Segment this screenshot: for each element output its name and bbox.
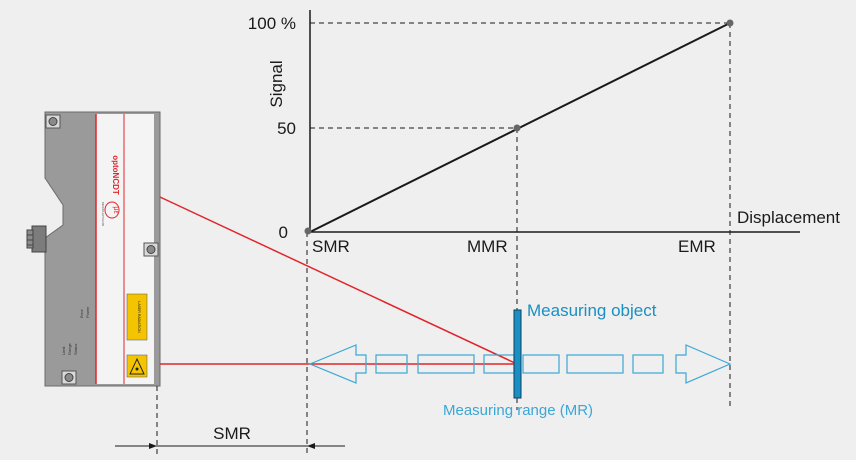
svg-text:Power: Power <box>85 306 90 318</box>
y-tick-0: 0 <box>279 223 288 242</box>
laser-sensor: optoNCDT με MICRO-EPSILON Power Error St… <box>26 111 161 387</box>
x-axis-title: Displacement <box>737 208 840 227</box>
brand-name: optoNCDT <box>111 155 120 195</box>
svg-text:Range: Range <box>67 342 72 355</box>
laser-warning-label-icon: LASER RADIATION <box>126 293 148 341</box>
measuring-object <box>513 309 522 399</box>
x-tick-smr: SMR <box>312 237 350 256</box>
smr-offset-label: SMR <box>213 424 251 443</box>
arrow-segment <box>417 354 475 374</box>
measuring-range-label: Measuring range (MR) <box>443 402 593 419</box>
arrow-right-head <box>675 344 732 384</box>
data-point-smr <box>304 227 312 235</box>
micro-epsilon-logo-icon: με MICRO-EPSILON <box>101 201 120 226</box>
mounting-hole-icon <box>61 370 77 385</box>
measuring-range-arrow <box>308 344 732 384</box>
data-point-emr <box>726 19 734 27</box>
data-point-mmr <box>513 124 521 132</box>
measuring-object-label: Measuring object <box>527 301 657 320</box>
arrow-left-head <box>308 344 367 384</box>
y-tick-50: 50 <box>277 119 296 138</box>
dim-arrow-left-icon <box>149 443 157 449</box>
status-led-labels: Power Error Status Range Limit <box>61 306 90 355</box>
x-tick-mmr: MMR <box>467 237 508 256</box>
svg-text:MICRO-EPSILON: MICRO-EPSILON <box>101 202 105 226</box>
arrow-segment <box>375 354 408 374</box>
arrow-segment <box>632 354 664 374</box>
y-axis-title: Signal <box>267 60 286 107</box>
arrow-segment <box>522 354 560 374</box>
laser-warning-triangle-icon <box>126 354 148 378</box>
signal-graph: 100 % 50 0 Signal SMR MMR EMR Displaceme… <box>248 10 840 455</box>
svg-text:Limit: Limit <box>61 346 66 355</box>
arrow-segment <box>566 354 624 374</box>
dim-arrow-right-icon <box>307 443 315 449</box>
smr-dimension: SMR <box>115 386 345 455</box>
svg-text:LASER RADIATION: LASER RADIATION <box>137 301 141 333</box>
svg-text:με: με <box>112 206 119 213</box>
laser-reflected-beam <box>159 196 518 365</box>
laser-beams <box>159 196 518 365</box>
svg-text:Status: Status <box>73 344 78 355</box>
x-tick-emr: EMR <box>678 237 716 256</box>
y-tick-100: 100 % <box>248 14 296 33</box>
mounting-hole-icon <box>45 114 61 129</box>
cable-gland-icon <box>26 225 47 253</box>
mounting-hole-icon <box>143 242 159 257</box>
svg-text:Error: Error <box>79 308 84 318</box>
